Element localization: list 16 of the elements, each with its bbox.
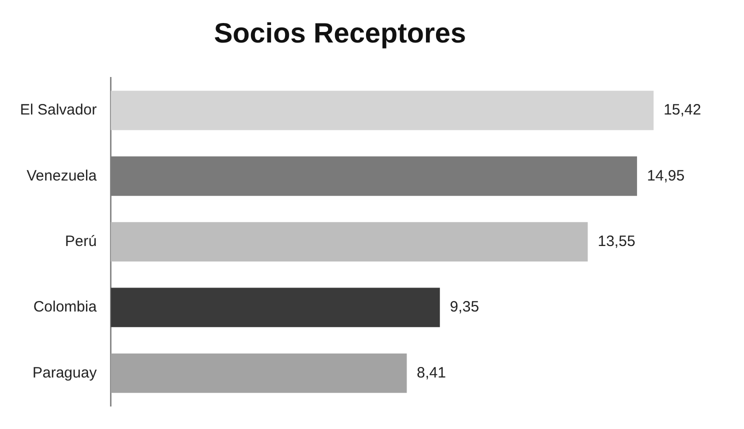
data-label: 8,41 — [416, 364, 446, 382]
bar — [110, 222, 588, 262]
bar — [110, 353, 407, 393]
y-tick-label: El Salvador — [20, 102, 97, 119]
y-tick-label: Perú — [65, 232, 97, 250]
chart-title: Socios Receptores — [214, 18, 466, 49]
data-label: 15,42 — [664, 102, 702, 119]
bar — [110, 90, 654, 130]
data-label: 13,55 — [598, 232, 636, 250]
bar — [110, 156, 638, 196]
data-label: 14,95 — [647, 167, 685, 184]
bar — [110, 288, 440, 328]
y-tick-label: Venezuela — [26, 167, 98, 184]
y-tick-label: Colombia — [33, 298, 98, 316]
y-tick-label: Paraguay — [32, 364, 98, 382]
data-label: 9,35 — [450, 298, 480, 316]
